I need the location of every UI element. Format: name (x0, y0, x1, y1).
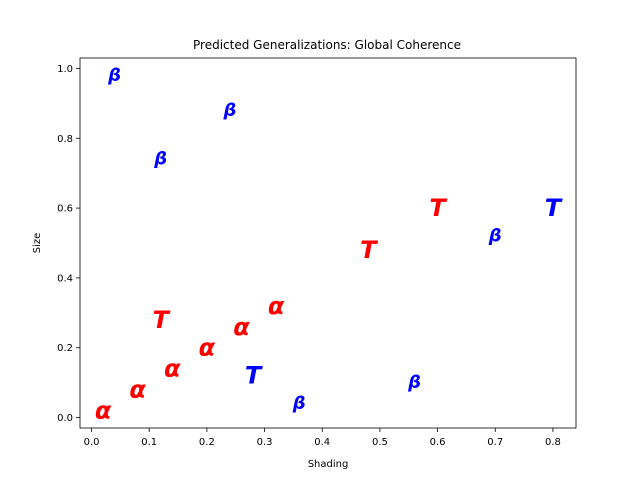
y-tick-label: 0.2 (57, 343, 73, 354)
x-tick-label: 0.3 (257, 437, 273, 448)
x-tick-label: 0.6 (430, 437, 446, 448)
data-point-red: α (268, 292, 285, 320)
y-tick-label: 0.4 (57, 273, 73, 284)
data-point-blue: β (107, 65, 121, 86)
data-point-red: α (164, 355, 181, 383)
data-point-red: α (129, 376, 146, 404)
y-tick-label: 0.8 (57, 134, 73, 145)
y-axis-label: Size (32, 233, 43, 254)
plot-area (80, 58, 576, 428)
data-point-blue: T (545, 194, 563, 222)
data-point-red: T (429, 194, 447, 222)
data-point-blue: β (223, 100, 237, 121)
x-tick-label: 0.7 (487, 437, 503, 448)
data-point-blue: β (407, 372, 421, 393)
data-point-blue: β (153, 149, 167, 170)
x-tick-label: 0.5 (372, 437, 388, 448)
x-tick-label: 0.1 (141, 437, 157, 448)
data-point-red: α (199, 334, 216, 362)
data-point-blue: β (488, 226, 502, 247)
x-tick-label: 0.4 (314, 437, 330, 448)
data-point-red: α (233, 313, 250, 341)
y-tick-label: 0.6 (57, 204, 73, 215)
data-point-blue: T (245, 362, 263, 390)
x-tick-label: 0.8 (545, 437, 561, 448)
data-point-red: α (95, 397, 112, 425)
data-point-red: T (360, 236, 378, 264)
data-point-blue: β (292, 393, 306, 414)
data-point-red: T (153, 306, 171, 334)
x-axis-label: Shading (308, 459, 349, 470)
plot-frame (79, 57, 577, 429)
y-tick-label: 0.0 (57, 413, 73, 424)
y-tick-label: 1.0 (57, 64, 73, 75)
x-tick-label: 0.0 (84, 437, 100, 448)
chart-title: Predicted Generalizations: Global Cohere… (193, 38, 461, 52)
x-tick-label: 0.2 (199, 437, 215, 448)
